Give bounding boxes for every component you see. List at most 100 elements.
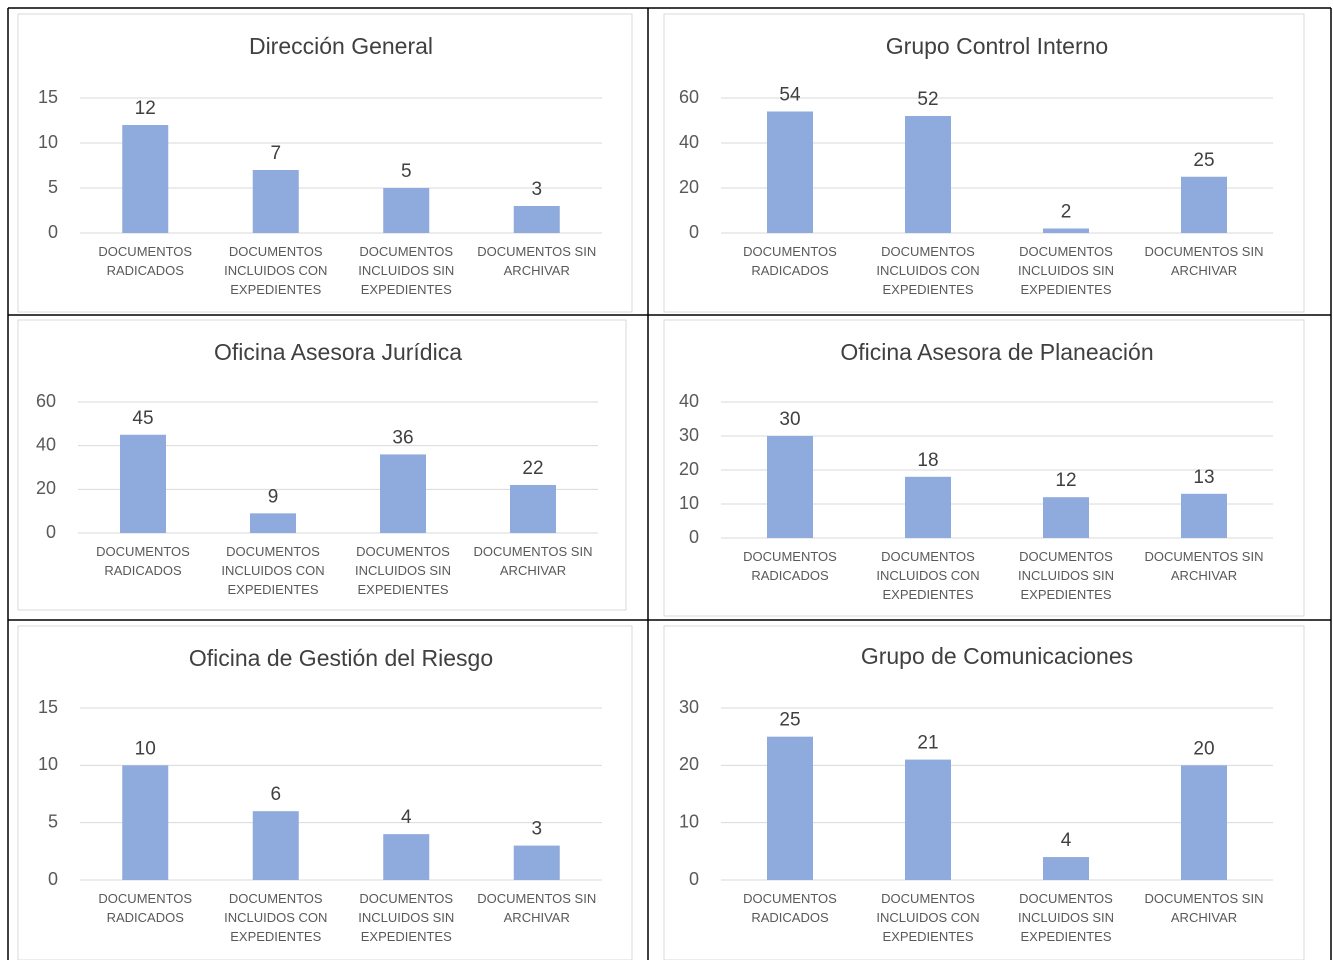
chart-title: Grupo Control Interno [886,33,1108,59]
x-tick-label: DOCUMENTOS INCLUIDOS CON EXPEDIENTES [221,544,325,597]
x-tick-label: DOCUMENTOS SIN ARCHIVAR [477,244,597,278]
y-tick-label: 0 [689,527,699,547]
chart-title: Oficina Asesora Jurídica [214,339,462,365]
y-tick-label: 40 [36,434,56,454]
chart-frame [17,625,633,960]
bar [1181,765,1227,880]
y-tick-label: 20 [679,459,699,479]
y-tick-label: 20 [679,177,699,197]
y-tick-label: 20 [679,754,699,774]
x-tick-label: DOCUMENTOS INCLUIDOS CON EXPEDIENTES [876,549,980,602]
data-label: 25 [1193,150,1214,171]
y-tick-label: 0 [48,222,58,242]
y-tick-label: 30 [679,425,699,445]
x-tick-label: DOCUMENTOS INCLUIDOS SIN EXPEDIENTES [1017,244,1115,297]
x-tick-label: DOCUMENTOS INCLUIDOS CON EXPEDIENTES [224,244,328,297]
bar [252,170,299,233]
x-tick-label: DOCUMENTOS SIN ARCHIVAR [1144,549,1264,583]
y-tick-label: 10 [38,754,58,774]
y-tick-label: 0 [689,222,699,242]
data-label: 54 [779,85,801,106]
x-tick-label: DOCUMENTOS RADICADOS [98,891,193,925]
bar [1181,493,1227,538]
data-label: 5 [401,161,412,182]
x-tick-label: DOCUMENTOS INCLUIDOS CON EXPEDIENTES [224,891,328,944]
bar [513,845,560,880]
data-label: 9 [268,486,279,507]
bar [905,116,951,233]
data-label: 25 [779,710,800,731]
x-tick-label: DOCUMENTOS INCLUIDOS SIN EXPEDIENTES [1017,549,1115,602]
bar [767,111,813,233]
data-label: 18 [917,450,938,471]
data-label: 12 [1055,470,1076,491]
bar [905,759,951,880]
y-tick-label: 5 [48,177,58,197]
bar [122,125,169,233]
data-label: 4 [1061,830,1072,851]
y-tick-label: 0 [689,869,699,889]
y-tick-label: 20 [36,478,56,498]
y-tick-label: 60 [679,87,699,107]
y-tick-label: 10 [679,493,699,513]
x-tick-label: DOCUMENTOS INCLUIDOS CON EXPEDIENTES [876,891,980,944]
data-label: 6 [270,784,281,805]
data-label: 7 [270,143,281,164]
chart-frame [663,13,1305,313]
bar [1043,857,1089,880]
y-tick-label: 15 [38,87,58,107]
bar [383,188,430,233]
data-label: 12 [135,98,156,119]
chart-title: Oficina de Gestión del Riesgo [189,645,493,671]
x-tick-label: DOCUMENTOS SIN ARCHIVAR [477,891,597,925]
y-tick-label: 60 [36,391,56,411]
y-tick-label: 10 [679,811,699,831]
bar [767,436,813,538]
x-tick-label: DOCUMENTOS SIN ARCHIVAR [1144,891,1264,925]
x-tick-label: DOCUMENTOS RADICADOS [96,544,190,578]
x-tick-label: DOCUMENTOS RADICADOS [743,891,837,925]
bar [120,434,166,533]
y-tick-label: 0 [46,522,56,542]
x-tick-label: DOCUMENTOS INCLUIDOS SIN EXPEDIENTES [1017,891,1115,944]
x-tick-label: DOCUMENTOS INCLUIDOS SIN EXPEDIENTES [358,891,455,944]
x-tick-label: DOCUMENTOS INCLUIDOS CON EXPEDIENTES [876,244,980,297]
y-tick-label: 10 [38,132,58,152]
y-tick-label: 15 [38,697,58,717]
x-tick-label: DOCUMENTOS RADICADOS [743,244,837,278]
data-label: 22 [522,458,543,479]
data-label: 10 [135,738,156,759]
y-tick-label: 40 [679,391,699,411]
bar [383,834,430,880]
bar [767,736,813,880]
bar [1043,497,1089,538]
data-label: 2 [1061,202,1072,223]
bar [1181,176,1227,233]
data-label: 45 [132,408,153,429]
x-tick-label: DOCUMENTOS SIN ARCHIVAR [1144,244,1264,278]
chart-frame [663,319,1305,617]
table-borders [7,7,1332,960]
bar [380,454,426,533]
bar [250,513,296,533]
y-tick-label: 40 [679,132,699,152]
bar [1043,228,1089,233]
data-label: 36 [392,427,413,448]
data-label: 13 [1193,467,1214,488]
x-tick-label: DOCUMENTOS RADICADOS [98,244,193,278]
data-label: 3 [531,179,542,200]
y-tick-label: 0 [48,869,58,889]
bar [252,811,299,880]
bar [905,476,951,538]
data-label: 4 [401,807,412,828]
x-tick-label: DOCUMENTOS RADICADOS [743,549,837,583]
chart-frame [17,319,627,611]
y-tick-label: 30 [679,697,699,717]
x-tick-label: DOCUMENTOS INCLUIDOS SIN EXPEDIENTES [358,244,455,297]
data-label: 3 [531,819,542,840]
data-label: 52 [917,89,938,110]
bar [510,484,556,533]
chart-title: Dirección General [249,33,433,59]
